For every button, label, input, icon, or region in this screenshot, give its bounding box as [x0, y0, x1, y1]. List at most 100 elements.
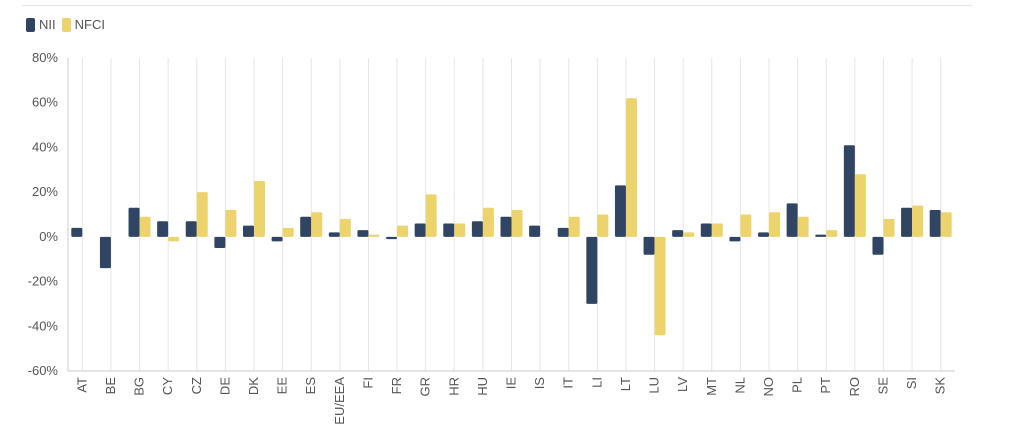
bar-nii-cy[interactable] [157, 221, 169, 237]
bar-nii-pt[interactable] [815, 234, 827, 237]
bar-nii-fi[interactable] [357, 230, 369, 237]
bar-nfci-pt[interactable] [826, 230, 838, 237]
legend-label-nii: NII [39, 17, 56, 32]
bar-nii-si[interactable] [901, 207, 913, 237]
bar-nfci-si[interactable] [912, 205, 924, 237]
x-tick-label: BG [132, 377, 147, 396]
bar-nii-lu[interactable] [643, 236, 655, 255]
x-tick-label: GR [418, 377, 433, 397]
bar-nii-li[interactable] [586, 236, 598, 304]
x-tick-label: DK [246, 377, 261, 395]
x-tick-label: EU/EEA [332, 377, 347, 425]
bar-nfci-it[interactable] [568, 216, 580, 237]
bar-nfci-li[interactable] [597, 214, 609, 237]
bar-nii-fr[interactable] [386, 236, 398, 240]
bar-nfci-nl[interactable] [740, 214, 752, 237]
bar-nfci-ie[interactable] [511, 210, 523, 237]
x-tick-label: CZ [189, 377, 204, 394]
x-tick-label: EE [275, 377, 290, 395]
bar-nfci-lu[interactable] [654, 236, 666, 336]
bar-nfci-pl[interactable] [797, 216, 809, 237]
x-tick-label: DE [217, 377, 232, 395]
bar-nii-pl[interactable] [786, 203, 798, 237]
x-tick-label: NL [732, 377, 747, 394]
x-tick-label: PT [818, 377, 833, 394]
bar-nii-se[interactable] [872, 236, 884, 255]
bar-nii-de[interactable] [214, 236, 226, 249]
bar-nii-ro[interactable] [843, 145, 855, 237]
bar-nfci-cy[interactable] [168, 236, 180, 242]
bar-nfci-es[interactable] [311, 212, 323, 237]
bar-nii-is[interactable] [529, 225, 541, 237]
bar-nfci-ro[interactable] [854, 174, 866, 237]
bar-nii-sk[interactable] [929, 210, 941, 237]
bar-nfci-fr[interactable] [397, 225, 409, 237]
legend-swatch-nii [26, 17, 35, 32]
bar-nfci-de[interactable] [225, 210, 237, 237]
bar-nii-eueea[interactable] [328, 232, 340, 237]
bar-nii-es[interactable] [300, 216, 312, 237]
bar-nii-nl[interactable] [729, 236, 741, 242]
bar-nfci-eueea[interactable] [339, 218, 351, 237]
legend: NII NFCI [26, 17, 111, 32]
y-tick-label: 40% [32, 139, 58, 154]
x-tick-label: LT [618, 377, 633, 391]
bar-nfci-no[interactable] [769, 212, 781, 237]
x-tick-label: MT [704, 377, 719, 396]
x-tick-label: FR [389, 377, 404, 394]
bar-nfci-lv[interactable] [683, 232, 695, 237]
bar-nii-hr[interactable] [443, 223, 455, 237]
bar-nii-hu[interactable] [471, 221, 483, 237]
y-tick-label: -60% [28, 363, 59, 378]
bar-nii-ie[interactable] [500, 216, 512, 237]
bar-nfci-se[interactable] [883, 218, 895, 237]
x-tick-label: LU [647, 377, 662, 394]
bar-nii-bg[interactable] [128, 207, 140, 237]
x-tick-label: IT [561, 377, 576, 389]
top-divider [22, 5, 972, 6]
legend-item-nii[interactable]: NII [26, 17, 56, 32]
y-tick-label: -20% [28, 274, 59, 289]
bar-nii-gr[interactable] [414, 223, 426, 237]
bar-nii-lv[interactable] [672, 230, 684, 237]
bar-nfci-cz[interactable] [196, 192, 208, 237]
x-tick-label: IS [532, 377, 547, 390]
bar-nii-lt[interactable] [614, 185, 626, 237]
bar-nii-dk[interactable] [242, 225, 254, 237]
legend-item-nfci[interactable]: NFCI [61, 17, 105, 32]
bar-nfci-dk[interactable] [253, 180, 265, 237]
y-tick-label: 0% [39, 229, 58, 244]
bar-nfci-fi[interactable] [368, 234, 380, 237]
bar-nfci-gr[interactable] [425, 194, 437, 237]
bar-nfci-mt[interactable] [711, 223, 723, 237]
x-tick-label: FI [360, 377, 375, 389]
x-tick-label: ES [303, 377, 318, 395]
bar-nfci-hr[interactable] [454, 223, 466, 237]
x-tick-label: HU [475, 377, 490, 396]
legend-label-nfci: NFCI [74, 17, 105, 32]
bar-nfci-ee[interactable] [282, 227, 294, 237]
x-tick-label: CY [160, 377, 175, 395]
x-tick-label: NO [761, 377, 776, 397]
bar-nii-at[interactable] [71, 227, 83, 237]
y-tick-label: 20% [32, 184, 58, 199]
x-tick-label: SE [875, 377, 890, 395]
x-tick-label: HR [446, 377, 461, 396]
bar-nii-mt[interactable] [700, 223, 712, 237]
bar-nfci-sk[interactable] [940, 212, 952, 237]
bar-nfci-hu[interactable] [482, 207, 494, 237]
y-tick-label: -40% [28, 318, 59, 333]
bar-nfci-lt[interactable] [625, 98, 637, 237]
x-tick-label: SI [904, 377, 919, 389]
bar-nii-ee[interactable] [271, 236, 283, 242]
y-tick-label: 60% [32, 95, 58, 110]
bar-nii-cz[interactable] [185, 221, 197, 237]
legend-swatch-nfci [61, 17, 71, 32]
x-tick-label: LI [589, 377, 604, 388]
bar-nfci-bg[interactable] [139, 216, 151, 237]
x-tick-label: PL [790, 377, 805, 393]
bar-nii-it[interactable] [557, 227, 569, 237]
bar-nii-no[interactable] [758, 232, 770, 237]
bar-nii-be[interactable] [99, 236, 111, 269]
